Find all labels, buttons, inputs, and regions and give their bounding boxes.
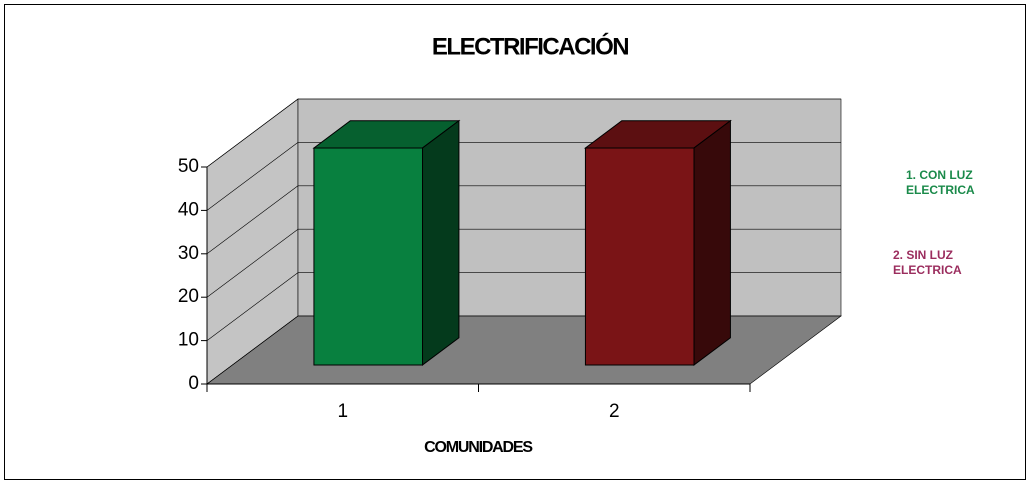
grid-line <box>206 228 299 298</box>
x-axis-label: COMUNIDADES <box>424 439 533 456</box>
floor <box>206 315 842 385</box>
grid-line <box>206 98 299 168</box>
bar-side <box>693 119 731 366</box>
bar-front <box>584 147 695 366</box>
x-tick-label: 2 <box>609 401 620 422</box>
y-tick-label: 20 <box>178 286 199 307</box>
bar-side <box>422 119 460 366</box>
x-tick-label: 1 <box>337 401 348 422</box>
y-tick-label: 40 <box>178 199 199 220</box>
legend-entry: 1. CON LUZ ELECTRICA <box>906 168 975 197</box>
legend-entry: 2. SIN LUZ ELECTRICA <box>893 248 962 277</box>
y-tick-label: 0 <box>188 373 199 394</box>
y-tick-label: 30 <box>178 243 199 264</box>
y-tick-label: 50 <box>178 156 199 177</box>
grid-line <box>206 142 299 211</box>
grid-line <box>206 315 299 385</box>
bar-front <box>313 147 424 366</box>
y-tick-label: 10 <box>178 330 199 351</box>
grid-line <box>206 185 299 255</box>
chart-title: ELECTRIFICACIÓN <box>432 32 628 60</box>
grid-line <box>206 272 299 341</box>
